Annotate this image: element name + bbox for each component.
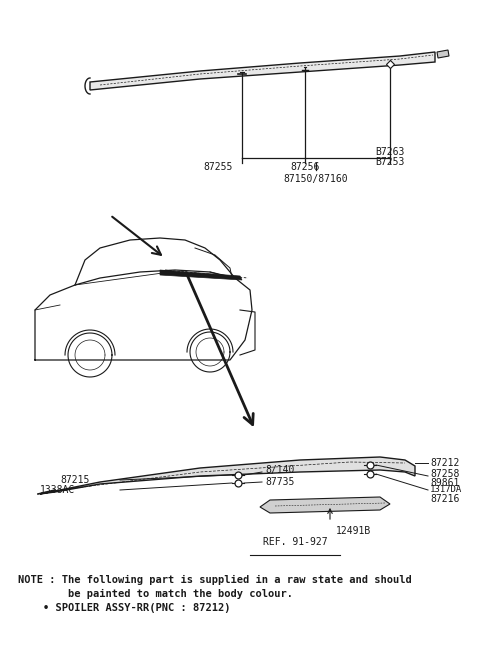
Text: 87255: 87255: [204, 162, 233, 172]
Text: 87256: 87256: [290, 162, 320, 172]
Text: 89861: 89861: [430, 478, 459, 488]
Text: 87216: 87216: [430, 494, 459, 504]
Text: 12491B: 12491B: [336, 526, 371, 536]
Text: 87258: 87258: [430, 469, 459, 479]
Text: 87735: 87735: [265, 477, 294, 487]
Text: 1338AC: 1338AC: [40, 485, 75, 495]
Polygon shape: [160, 270, 242, 280]
Text: NOTE : The following part is supplied in a raw state and should: NOTE : The following part is supplied in…: [18, 575, 412, 585]
Text: be painted to match the body colour.: be painted to match the body colour.: [18, 589, 293, 599]
Text: 87215: 87215: [60, 475, 89, 485]
Polygon shape: [40, 457, 415, 494]
Text: 87212: 87212: [430, 458, 459, 468]
Text: • SPOILER ASSY-RR(PNC : 87212): • SPOILER ASSY-RR(PNC : 87212): [18, 603, 230, 613]
Text: 87150/87160: 87150/87160: [284, 174, 348, 184]
Text: 1317DA: 1317DA: [430, 486, 462, 495]
Polygon shape: [260, 497, 390, 513]
Text: 8/140: 8/140: [265, 465, 294, 475]
Text: REF. 91-927: REF. 91-927: [263, 537, 327, 547]
Text: B7253: B7253: [375, 157, 404, 167]
Polygon shape: [437, 50, 449, 58]
Text: B7263: B7263: [375, 147, 404, 157]
Polygon shape: [90, 52, 435, 90]
